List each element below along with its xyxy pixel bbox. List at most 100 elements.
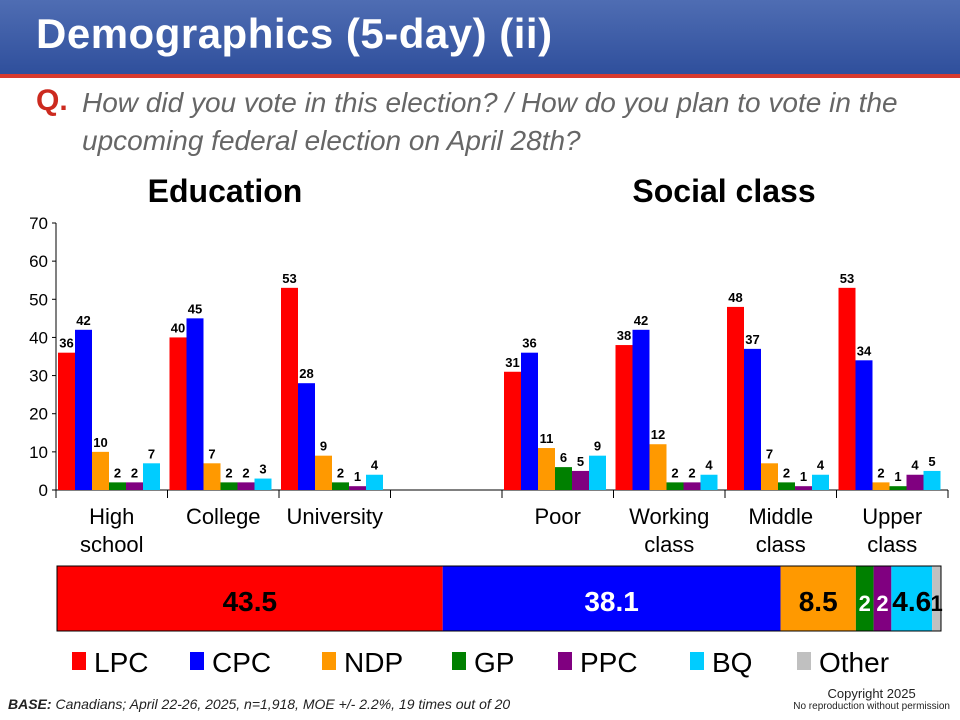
y-tick-label: 60 — [29, 252, 48, 271]
y-tick-label: 0 — [39, 481, 48, 500]
bar-value-label: 42 — [76, 313, 90, 328]
bar-value-label: 36 — [522, 336, 536, 351]
category-label: class — [756, 532, 806, 557]
category-label: Working — [629, 504, 709, 529]
bar-gp — [220, 482, 238, 490]
bar-gp — [109, 482, 126, 490]
overall-segment-ppc — [873, 566, 892, 631]
bar-gp — [555, 467, 572, 490]
bar-ppc — [572, 470, 589, 490]
y-tick-label: 40 — [29, 328, 48, 347]
bar-bq — [812, 474, 829, 490]
overall-bar-outline — [56, 565, 942, 632]
bar-value-label: 38 — [617, 328, 631, 343]
legend-swatch-cpc — [190, 652, 204, 670]
bar-value-label: 37 — [745, 332, 759, 347]
question-text: How did you vote in this election? / How… — [82, 87, 898, 156]
legend-label-gp: GP — [474, 647, 514, 678]
bar-value-label: 2 — [225, 465, 232, 480]
bar-value-label: 53 — [840, 271, 854, 286]
header-bar — [0, 0, 960, 74]
base-note: BASE: Canadians; April 22-26, 2025, n=1,… — [8, 696, 510, 712]
bar-cpc — [855, 360, 873, 490]
bar-lpc — [615, 345, 633, 490]
bar-bq — [923, 470, 941, 490]
header-rule — [0, 74, 960, 78]
bar-bq — [589, 455, 606, 490]
y-tick-label: 10 — [29, 443, 48, 462]
bar-value-label: 48 — [728, 290, 742, 305]
bar-value-label: 12 — [651, 427, 665, 442]
bar-lpc — [504, 371, 521, 490]
legend-label-lpc: LPC — [94, 647, 148, 678]
page-title: Demographics (5-day) (ii) — [36, 10, 553, 57]
bar-cpc — [75, 329, 92, 490]
y-tick-label: 20 — [29, 405, 48, 424]
bar-value-label: 2 — [242, 465, 249, 480]
bar-lpc — [838, 287, 856, 490]
bar-ppc — [349, 486, 366, 490]
bar-ndp — [761, 463, 778, 490]
question-prefix: Q. — [36, 84, 68, 117]
bar-value-label: 4 — [911, 458, 919, 473]
bar-ndp — [203, 463, 221, 490]
bar-gp — [332, 482, 349, 490]
y-tick-label: 50 — [29, 290, 48, 309]
legend-swatch-gp — [452, 652, 466, 670]
bar-ndp — [872, 482, 890, 490]
category-label: University — [286, 504, 383, 529]
bar-gp — [778, 482, 795, 490]
overall-segment-ndp — [780, 566, 856, 631]
bar-value-label: 34 — [857, 343, 872, 358]
bar-lpc — [169, 337, 187, 490]
category-label: class — [644, 532, 694, 557]
bar-value-label: 1 — [354, 469, 361, 484]
category-label: school — [80, 532, 144, 557]
bar-cpc — [521, 352, 538, 490]
bar-gp — [889, 486, 907, 490]
legend-label-other: Other — [819, 647, 889, 678]
category-label: Upper — [862, 504, 922, 529]
bar-value-label: 7 — [208, 446, 215, 461]
legend-label-bq: BQ — [712, 647, 752, 678]
bar-ndp — [315, 455, 332, 490]
overall-segment-lpc — [57, 566, 443, 631]
bar-ndp — [538, 448, 555, 490]
bar-ndp — [649, 444, 667, 490]
bar-value-label: 1 — [800, 469, 807, 484]
legend-swatch-other — [797, 652, 811, 670]
bar-value-label: 2 — [131, 465, 138, 480]
bar-value-label: 10 — [93, 435, 107, 450]
overall-value-label: 8.5 — [799, 586, 838, 617]
bar-value-label: 6 — [560, 450, 567, 465]
bar-value-label: 4 — [371, 458, 379, 473]
bar-lpc — [58, 352, 75, 490]
legend-swatch-ppc — [558, 652, 572, 670]
bar-cpc — [744, 348, 761, 490]
bar-value-label: 28 — [299, 366, 313, 381]
bar-value-label: 11 — [540, 431, 554, 446]
bar-ndp — [92, 451, 109, 490]
bar-cpc — [632, 329, 650, 490]
bar-value-label: 40 — [171, 320, 185, 335]
bar-value-label: 42 — [634, 313, 648, 328]
bar-value-label: 5 — [577, 454, 584, 469]
copyright-block: Copyright 2025 No reproduction without p… — [793, 686, 950, 712]
overall-segment-cpc — [442, 566, 781, 631]
legend-label-ppc: PPC — [580, 647, 638, 678]
overall-segment-gp — [855, 566, 874, 631]
bar-value-label: 36 — [59, 336, 73, 351]
y-tick-label: 70 — [29, 214, 48, 233]
bar-gp — [666, 482, 684, 490]
bar-bq — [700, 474, 718, 490]
bar-value-label: 2 — [877, 465, 884, 480]
bar-bq — [366, 474, 383, 490]
legend-label-cpc: CPC — [212, 647, 271, 678]
base-text: Canadians; April 22-26, 2025, n=1,918, M… — [51, 696, 511, 712]
base-label: BASE: — [8, 696, 52, 712]
overall-segment-bq — [891, 566, 933, 631]
y-tick-label: 30 — [29, 367, 48, 386]
bar-value-label: 4 — [817, 458, 825, 473]
bar-value-label: 4 — [705, 458, 713, 473]
overall-value-label: 1 — [930, 591, 942, 616]
